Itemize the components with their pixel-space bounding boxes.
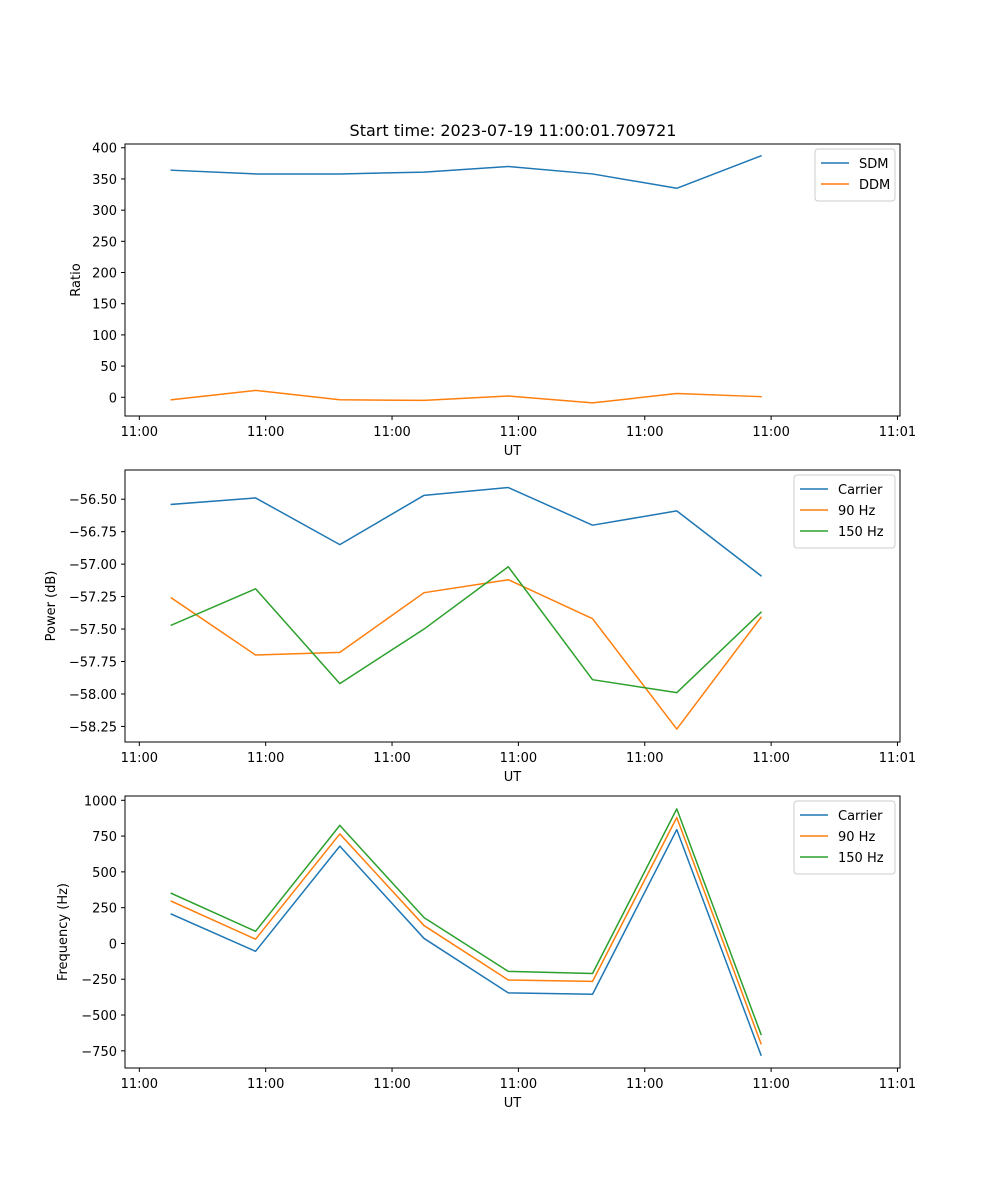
- frequency-y-tick-label: 750: [92, 830, 117, 845]
- ratio-y-tick-label: 350: [92, 173, 117, 188]
- ratio-y-tick-label: 150: [92, 298, 117, 313]
- frequency-series-line-90-hz: [170, 816, 762, 1045]
- ratio-legend: [814, 148, 896, 202]
- power-y-tick-label: −56.50: [69, 493, 117, 508]
- ratio-x-axis-label: UT: [504, 444, 522, 459]
- power-legend-label: 90 Hz: [838, 504, 875, 519]
- ratio-x-tick-label: 11:01: [879, 425, 916, 440]
- power-x-tick-label: 11:00: [373, 751, 410, 766]
- power-x-tick-label: 11:00: [500, 751, 537, 766]
- ratio-y-tick-label: 400: [92, 142, 117, 157]
- frequency-y-tick-label: 250: [92, 902, 117, 917]
- power-y-tick-label: −57.50: [69, 623, 117, 638]
- ratio-x-tick-label: 11:00: [373, 425, 410, 440]
- frequency-y-tick-label: −750: [81, 1045, 117, 1060]
- power-x-tick-label: 11:01: [879, 751, 916, 766]
- frequency-x-tick-label: 11:00: [373, 1077, 410, 1092]
- ratio-y-tick-label: 250: [92, 235, 117, 250]
- frequency-y-tick-label: 500: [92, 866, 117, 881]
- frequency-x-tick-label: 11:00: [247, 1077, 284, 1092]
- ratio-series-line-sdm: [170, 154, 762, 190]
- power-y-tick-label: −56.75: [69, 526, 117, 541]
- frequency-legend-label: 90 Hz: [838, 830, 875, 845]
- ratio-y-tick-label: 100: [92, 329, 117, 344]
- frequency-series-line-150-hz: [170, 808, 762, 1036]
- power-y-tick-label: −57.00: [69, 558, 117, 573]
- ratio-x-tick-label: 11:00: [121, 425, 158, 440]
- ratio-y-axis-label: Ratio: [69, 263, 84, 296]
- frequency-y-tick-label: −250: [81, 973, 117, 988]
- ratio-x-tick-label: 11:00: [247, 425, 284, 440]
- frequency-y-tick-label: 1000: [84, 794, 117, 809]
- ratio-legend-label: SDM: [859, 157, 888, 172]
- frequency-y-tick-label: −500: [81, 1009, 117, 1024]
- ratio-series-line-ddm: [170, 389, 762, 404]
- power-y-tick-label: −58.00: [69, 688, 117, 703]
- frequency-legend: [793, 800, 896, 875]
- ratio-y-tick-label: 300: [92, 204, 117, 219]
- power-y-axis-label: Power (dB): [44, 571, 59, 642]
- power-y-tick-label: −57.75: [69, 656, 117, 671]
- frequency-y-axis-label: Frequency (Hz): [56, 883, 71, 981]
- frequency-series-line-carrier: [170, 828, 762, 1057]
- frequency-x-tick-label: 11:00: [626, 1077, 663, 1092]
- ratio-x-tick-label: 11:00: [752, 425, 789, 440]
- power-y-tick-label: −57.25: [69, 591, 117, 606]
- frequency-x-tick-label: 11:00: [500, 1077, 537, 1092]
- power-axes-frame: [124, 469, 901, 743]
- frequency-panel: 11:00 11:00 11:00 11:00 11:00 11:00 11:01 −750 −…: [56, 794, 916, 1111]
- figure-title: Start time: 2023-07-19 11:00:01.709721: [350, 121, 677, 140]
- power-x-tick-label: 11:00: [752, 751, 789, 766]
- ratio-panel: 11:00 11:00 11:00 11:00 11:00 11:00 11:01 0 50 10…: [69, 142, 916, 459]
- ratio-y-tick-label: 0: [109, 391, 117, 406]
- power-legend-label: 150 Hz: [838, 525, 884, 540]
- power-x-tick-label: 11:00: [247, 751, 284, 766]
- power-legend: [793, 474, 896, 549]
- ratio-x-tick-label: 11:00: [626, 425, 663, 440]
- power-series-line-150-hz: [170, 565, 763, 694]
- power-series-line-carrier: [170, 486, 763, 577]
- power-legend-label: Carrier: [838, 483, 883, 498]
- frequency-x-tick-label: 11:00: [752, 1077, 789, 1092]
- frequency-y-tick-label: 0: [109, 937, 117, 952]
- frequency-x-axis-label: UT: [504, 1096, 522, 1111]
- power-x-axis-label: UT: [504, 770, 522, 785]
- ratio-axes-frame: [124, 143, 901, 417]
- frequency-x-tick-label: 11:00: [121, 1077, 158, 1092]
- power-series-line-90-hz: [170, 578, 763, 730]
- power-y-tick-label: −58.25: [69, 720, 117, 735]
- power-panel: 11:00 11:00 11:00 11:00 11:00 11:00 11:01 −58.2…: [44, 469, 916, 785]
- ratio-y-tick-label: 50: [100, 360, 117, 375]
- ratio-legend-label: DDM: [859, 178, 890, 193]
- ratio-y-tick-label: 200: [92, 267, 117, 282]
- frequency-legend-label: 150 Hz: [838, 851, 884, 866]
- power-x-tick-label: 11:00: [121, 751, 158, 766]
- frequency-x-tick-label: 11:01: [879, 1077, 916, 1092]
- frequency-legend-label: Carrier: [838, 809, 883, 824]
- frequency-axes-frame: [124, 795, 901, 1069]
- power-x-tick-label: 11:00: [626, 751, 663, 766]
- ratio-x-tick-label: 11:00: [500, 425, 537, 440]
